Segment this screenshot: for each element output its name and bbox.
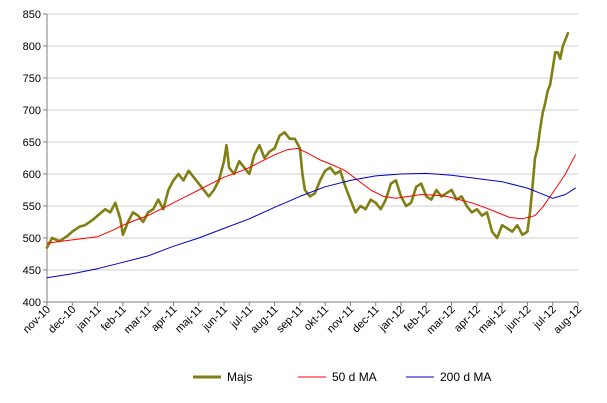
x-tick-label-aug-11: aug-11 xyxy=(249,304,281,336)
series-line-majs xyxy=(45,31,570,249)
x-tick-label-maj-11: maj-11 xyxy=(173,304,205,336)
x-tick-label-mar-11: mar-11 xyxy=(122,304,155,337)
y-tick-label: 600 xyxy=(23,169,41,181)
y-tick-label: 500 xyxy=(23,233,41,245)
plot-series xyxy=(45,31,576,279)
x-tick-label-jun-12: jun-12 xyxy=(503,304,534,335)
x-tick-label-jan-11: jan-11 xyxy=(73,304,103,334)
x-tick-label-maj-12: maj-12 xyxy=(476,304,508,336)
y-tick-label: 650 xyxy=(23,137,41,149)
legend-label-200-d-ma: 200 d MA xyxy=(440,370,491,384)
series-line-50-d-ma xyxy=(46,147,576,244)
x-tick-label-dec-10: dec-10 xyxy=(46,304,78,336)
x-tick-label-nov-11: nov-11 xyxy=(325,304,357,336)
legend-label-50-d-ma: 50 d MA xyxy=(332,370,377,384)
x-tick-label-jan-12: jan-12 xyxy=(376,304,407,335)
y-tick-label: 750 xyxy=(23,73,41,85)
y-tick-label: 450 xyxy=(23,265,41,277)
x-tick-label-aug-12: aug-12 xyxy=(551,304,584,337)
y-tick-label: 400 xyxy=(23,297,41,309)
y-axis: 400 450 500 550 600 650 700 750 800 850 xyxy=(23,9,48,309)
x-tick-label-jun-11: jun-11 xyxy=(200,304,230,334)
x-axis: nov-10dec-10jan-11feb-11mar-11apr-11maj-… xyxy=(21,301,584,337)
y-tick-label: 700 xyxy=(23,105,41,117)
y-tick-label: 550 xyxy=(23,201,41,213)
legend-label-majs: Majs xyxy=(227,370,252,384)
series-line-200-d-ma xyxy=(46,172,576,279)
y-tick-label: 800 xyxy=(23,41,41,53)
x-tick-label-sep-11: sep-11 xyxy=(274,304,306,336)
legend: Majs 50 d MA 200 d MA xyxy=(193,370,491,384)
y-tick-label: 850 xyxy=(23,9,41,21)
x-tick-label-dec-11: dec-11 xyxy=(350,304,382,336)
gridlines xyxy=(47,13,578,303)
x-tick-label-mar-12: mar-12 xyxy=(425,304,458,337)
